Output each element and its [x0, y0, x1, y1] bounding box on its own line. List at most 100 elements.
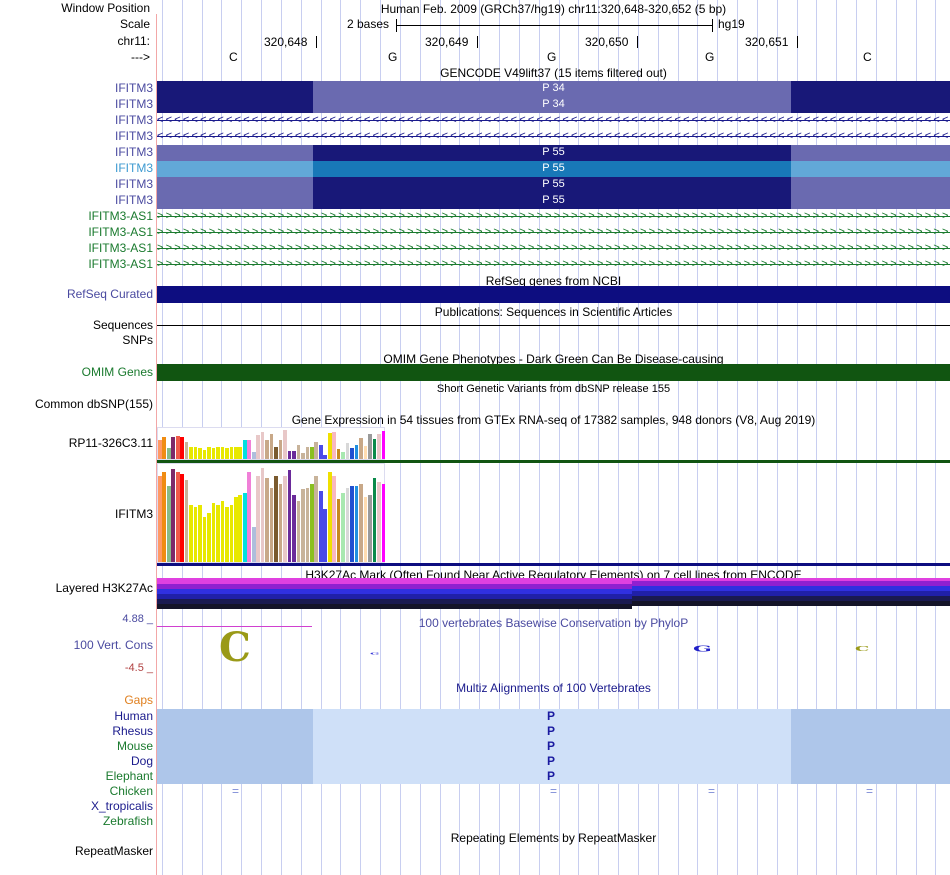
grid-line	[479, 0, 480, 875]
grid-line	[539, 0, 540, 875]
multiz-species-row[interactable]: P	[157, 769, 950, 784]
h3k27ac-layer-segment	[632, 596, 950, 601]
multiz-species-row[interactable]	[157, 814, 950, 829]
multiz-species-row[interactable]: P	[157, 739, 950, 754]
refseq-curated-label[interactable]: RefSeq Curated	[66, 287, 153, 301]
multiz-species-label[interactable]: Rhesus	[112, 724, 153, 738]
gtex-tissue-bar	[283, 430, 287, 459]
gencode-exon-segment[interactable]	[157, 145, 313, 161]
gencode-gene-row[interactable]: P 55	[157, 145, 950, 161]
gencode-exon-segment[interactable]	[313, 145, 791, 161]
gencode-gene-label[interactable]: IFITM3	[115, 97, 153, 111]
antisense-gene-row[interactable]: > > > > > > > > > > > > > > > > > > > > …	[157, 241, 950, 256]
gencode-gene-row[interactable]: P 34	[157, 97, 950, 113]
gtex-tissue-bar	[234, 497, 238, 562]
scale-label: Scale	[119, 17, 150, 31]
layered-h3k27ac-label[interactable]: Layered H3K27Ac	[55, 581, 153, 595]
refseq-curated-bar[interactable]	[157, 286, 950, 303]
omim-genes-bar[interactable]	[157, 364, 950, 381]
grid-line	[757, 0, 758, 875]
gtex-tissue-bar	[225, 447, 229, 459]
snps-label[interactable]: SNPs	[122, 333, 153, 347]
gtex-tissue-bar	[158, 439, 162, 459]
antisense-gene-row[interactable]: > > > > > > > > > > > > > > > > > > > > …	[157, 209, 950, 224]
gtex-bar-chart[interactable]	[157, 427, 386, 460]
grid-line	[440, 0, 441, 875]
gtex-tissue-bar	[238, 446, 243, 459]
multiz-species-row[interactable]: P	[157, 709, 950, 724]
gencode-gene-row[interactable]: < < < < < < < < < < < < < < < < < < < < …	[157, 129, 950, 144]
gencode-exon-segment[interactable]	[157, 81, 313, 97]
gencode-exon-segment[interactable]	[313, 161, 791, 177]
multiz-species-row[interactable]: = = = =	[157, 784, 950, 799]
multiz-species-row[interactable]	[157, 799, 950, 814]
antisense-gene-label[interactable]: IFITM3-AS1	[88, 241, 153, 255]
multiz-species-label[interactable]: Dog	[130, 754, 153, 768]
gencode-gene-row[interactable]: P 55	[157, 193, 950, 209]
gencode-gene-label[interactable]: IFITM3	[115, 193, 153, 207]
gencode-gene-label[interactable]: IFITM3	[115, 113, 153, 127]
gencode-exon-segment[interactable]	[157, 97, 313, 113]
ruler-tick-mark	[316, 36, 317, 48]
gtex-tissue-bar	[336, 499, 341, 562]
multiz-species-label[interactable]: Zebrafish	[102, 814, 153, 828]
multiz-species-label[interactable]: Mouse	[116, 739, 153, 753]
gencode-exon-segment[interactable]	[157, 161, 313, 177]
gtex-gene-label[interactable]: RP11-326C3.11	[68, 436, 153, 450]
gencode-gene-row[interactable]: P 34	[157, 81, 950, 97]
gencode-exon-segment[interactable]	[157, 177, 313, 193]
gencode-exon-segment[interactable]	[313, 97, 791, 113]
antisense-gene-label[interactable]: IFITM3-AS1	[88, 209, 153, 223]
sequences-label[interactable]: Sequences	[92, 318, 153, 332]
intron-line	[157, 232, 950, 233]
antisense-gene-row[interactable]: > > > > > > > > > > > > > > > > > > > > …	[157, 225, 950, 240]
antisense-gene-row[interactable]: > > > > > > > > > > > > > > > > > > > > …	[157, 257, 950, 272]
gencode-exon-segment[interactable]	[791, 177, 950, 193]
strand-label: --->	[131, 50, 150, 64]
gencode-exon-segment[interactable]	[791, 193, 950, 209]
multiz-species-row[interactable]: P	[157, 754, 950, 769]
antisense-gene-label[interactable]: IFITM3-AS1	[88, 257, 153, 271]
gaps-label[interactable]: Gaps	[124, 693, 153, 707]
gencode-gene-row[interactable]: < < < < < < < < < < < < < < < < < < < < …	[157, 113, 950, 128]
gencode-gene-label[interactable]: IFITM3	[115, 129, 153, 143]
gtex-gene-label[interactable]: IFITM3	[115, 507, 153, 521]
grid-line	[777, 0, 778, 875]
window-position-label: Window Position	[61, 1, 150, 15]
gencode-gene-label[interactable]: IFITM3	[115, 177, 153, 191]
repeatmasker-label[interactable]: RepeatMasker	[74, 844, 153, 858]
gencode-gene-row[interactable]: P 55	[157, 161, 950, 177]
gencode-exon-segment[interactable]	[313, 193, 791, 209]
gencode-gene-label[interactable]: IFITM3	[115, 161, 153, 175]
multiz-species-label[interactable]: Elephant	[105, 769, 153, 783]
conservation-label[interactable]: 100 Vert. Cons	[73, 638, 153, 652]
base-letter: C	[229, 50, 238, 64]
gtex-tissue-bar	[242, 493, 247, 562]
gencode-gene-row[interactable]: P 55	[157, 177, 950, 193]
gencode-exon-segment[interactable]	[313, 81, 791, 97]
gencode-exon-segment[interactable]	[791, 161, 950, 177]
gencode-gene-label[interactable]: IFITM3	[115, 145, 153, 159]
gtex-tissue-bar	[305, 447, 310, 459]
intron-arrow-glyphs: < < < < < < < < < < < < < < < < < < < < …	[157, 130, 950, 142]
multiz-species-label[interactable]: X_tropicalis	[90, 799, 153, 813]
grid-line	[836, 0, 837, 875]
gtex-tissue-bar	[229, 446, 234, 459]
gencode-exon-segment[interactable]	[791, 145, 950, 161]
gencode-exon-segment[interactable]	[791, 81, 950, 97]
gtex-tissue-bar	[180, 473, 184, 562]
grid-line	[916, 0, 917, 875]
omim-genes-label[interactable]: OMIM Genes	[81, 365, 153, 379]
multiz-species-label[interactable]: Human	[114, 709, 153, 723]
gtex-bar-chart[interactable]	[157, 463, 386, 563]
gtex-tissue-bar	[368, 495, 372, 562]
gencode-exon-segment[interactable]	[313, 177, 791, 193]
gtex-tissue-bar	[323, 454, 328, 459]
gencode-exon-segment[interactable]	[157, 193, 313, 209]
gencode-gene-label[interactable]: IFITM3	[115, 81, 153, 95]
multiz-species-row[interactable]: P	[157, 724, 950, 739]
gencode-exon-segment[interactable]	[791, 97, 950, 113]
multiz-species-label[interactable]: Chicken	[109, 784, 153, 798]
antisense-gene-label[interactable]: IFITM3-AS1	[88, 225, 153, 239]
common-dbsnp-label[interactable]: Common dbSNP(155)	[34, 397, 153, 411]
